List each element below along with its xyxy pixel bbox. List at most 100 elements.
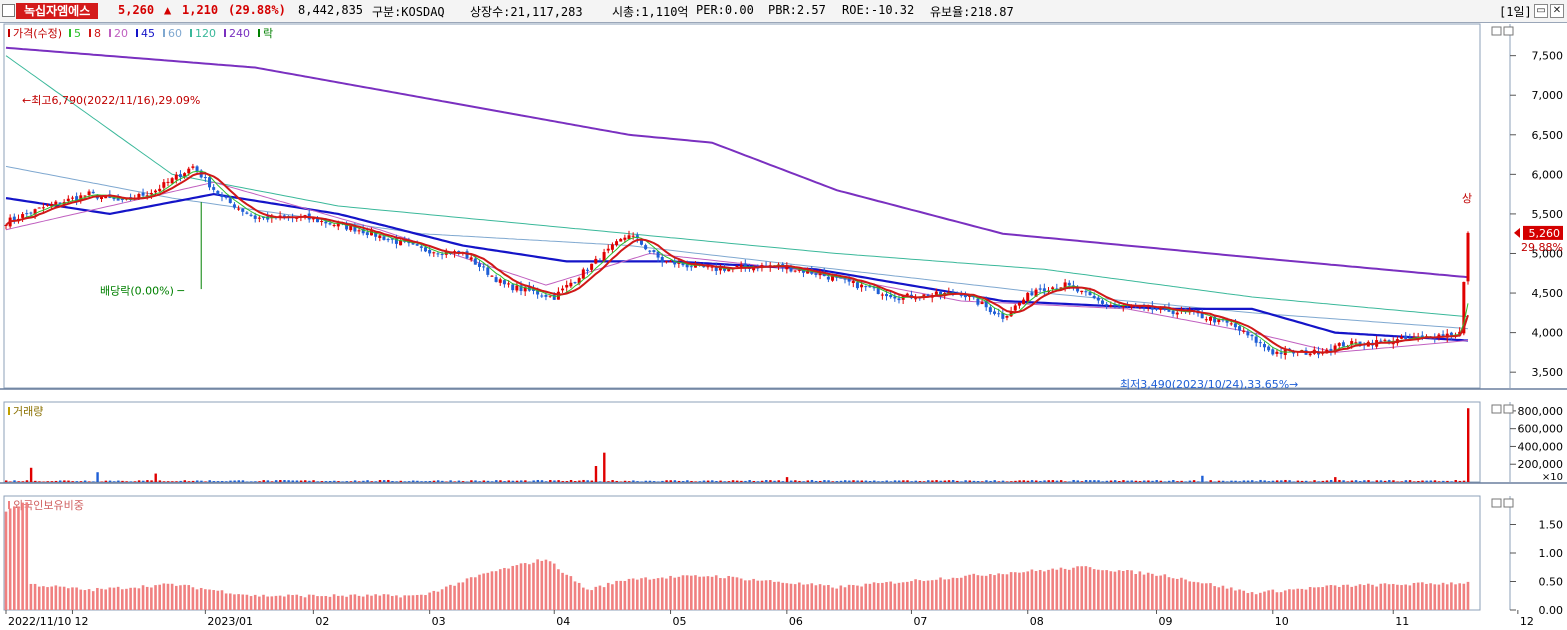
volume-bar [358, 481, 361, 482]
foreign-bar [677, 576, 681, 610]
candle-body [835, 276, 839, 278]
x-tick-label: 12 [74, 615, 88, 628]
market-type: 구분:KOSDAQ [372, 5, 445, 19]
foreign-bar [17, 506, 20, 610]
volume-bar [1267, 481, 1271, 482]
foreign-bar [623, 580, 627, 610]
volume-bar [1433, 480, 1437, 482]
volume-bar [1467, 408, 1470, 482]
volume-bar [1014, 480, 1017, 482]
foreign-bar [312, 594, 315, 610]
volume-bar [1354, 480, 1358, 482]
foreign-bar [690, 575, 693, 610]
candle-body [1121, 305, 1125, 308]
header-checkbox[interactable] [2, 4, 15, 17]
volume-bar [1288, 480, 1291, 482]
foreign-bar [984, 575, 988, 610]
foreign-bar [893, 583, 897, 610]
legend-ma-label: 240 [229, 27, 250, 40]
candle-body [1088, 291, 1092, 296]
foreign-bar [1205, 583, 1208, 610]
volume-bar [1408, 480, 1412, 482]
price-tick-label: 6,000 [1532, 168, 1564, 181]
volume-bar [1296, 480, 1300, 482]
candle-body [83, 195, 87, 197]
foreign-bar [561, 572, 564, 610]
foreign-bar [1213, 586, 1216, 610]
foreign-bar [847, 584, 851, 610]
candle-body [785, 266, 789, 270]
volume-bar [216, 481, 220, 482]
candle-body [793, 270, 797, 272]
candle-body [212, 187, 216, 190]
volume-bar [1300, 480, 1304, 482]
candle-body [648, 250, 652, 252]
candle-body [1258, 342, 1262, 344]
foreign-bar [370, 595, 373, 610]
volume-bar [1342, 480, 1345, 482]
foreign-bar [756, 580, 760, 610]
volume-bar [607, 481, 610, 482]
volume-bar [565, 481, 569, 482]
foreign-bar [810, 583, 814, 610]
candle-body [502, 280, 506, 285]
foreign-bar [1130, 570, 1133, 610]
candle-body [1292, 351, 1296, 354]
foreign-bar [469, 577, 473, 610]
stock-name[interactable]: 녹십자엠에스 [16, 3, 99, 19]
foreign-bar [1175, 578, 1179, 610]
candle-body [232, 204, 236, 208]
volume-unit-label: ×10 [1542, 472, 1563, 483]
volume-bar [740, 480, 743, 482]
volume-bar [495, 480, 498, 482]
volume-bar [83, 480, 87, 482]
stock-chart[interactable]: 7,500 7,000 6,500 6,000 5,500 5,000 4,500 4,000… [0, 22, 1567, 630]
volume-bar [21, 481, 25, 482]
candle-body [332, 224, 336, 226]
minimize-icon[interactable]: ▭ [1534, 4, 1548, 18]
volume-bar [1101, 481, 1104, 482]
close-icon[interactable]: ✕ [1550, 4, 1564, 18]
foreign-bar [54, 585, 58, 610]
volume-bar [1188, 480, 1192, 482]
foreign-bar [1121, 570, 1125, 610]
volume-bar [661, 480, 664, 482]
candle-body [183, 173, 187, 177]
volume-bar [1259, 479, 1262, 482]
candle-body [515, 285, 519, 291]
foreign-bar [120, 589, 124, 610]
volume-bar [765, 480, 768, 482]
volume-bar [785, 477, 789, 482]
volume-bar [947, 480, 951, 482]
volume-bar [1051, 480, 1055, 482]
foreign-bar [602, 587, 606, 610]
foreign-bar [1151, 573, 1154, 610]
candle-body [1080, 290, 1084, 293]
candle-body [1017, 302, 1021, 306]
ma240-line [5, 46, 1469, 279]
volume-bar [457, 480, 461, 482]
volume-bar [424, 481, 427, 482]
volume-bar [856, 480, 859, 482]
candle-body [1076, 287, 1080, 292]
candle-body [789, 266, 793, 272]
volume-bar [274, 480, 278, 482]
candle-body [1005, 315, 1009, 318]
candle-body [490, 275, 494, 277]
candle-body [253, 215, 257, 219]
volume-bar [694, 481, 697, 482]
volume-bar [877, 481, 880, 482]
foreign-bar [864, 583, 868, 610]
foreign-bar [1259, 592, 1262, 610]
price-tick-label: 4,500 [1532, 287, 1564, 300]
panel-button-icon [1503, 404, 1514, 414]
volume-bar [38, 481, 41, 482]
candle-body [818, 273, 822, 276]
foreign-bar [1117, 570, 1121, 610]
period-selector[interactable]: [1일] [1499, 5, 1532, 19]
candle-body [278, 215, 282, 218]
foreign-bar [486, 572, 490, 610]
foreign-bar [145, 586, 149, 610]
panel-button-icon [1491, 498, 1502, 508]
foreign-bar [1005, 574, 1009, 610]
